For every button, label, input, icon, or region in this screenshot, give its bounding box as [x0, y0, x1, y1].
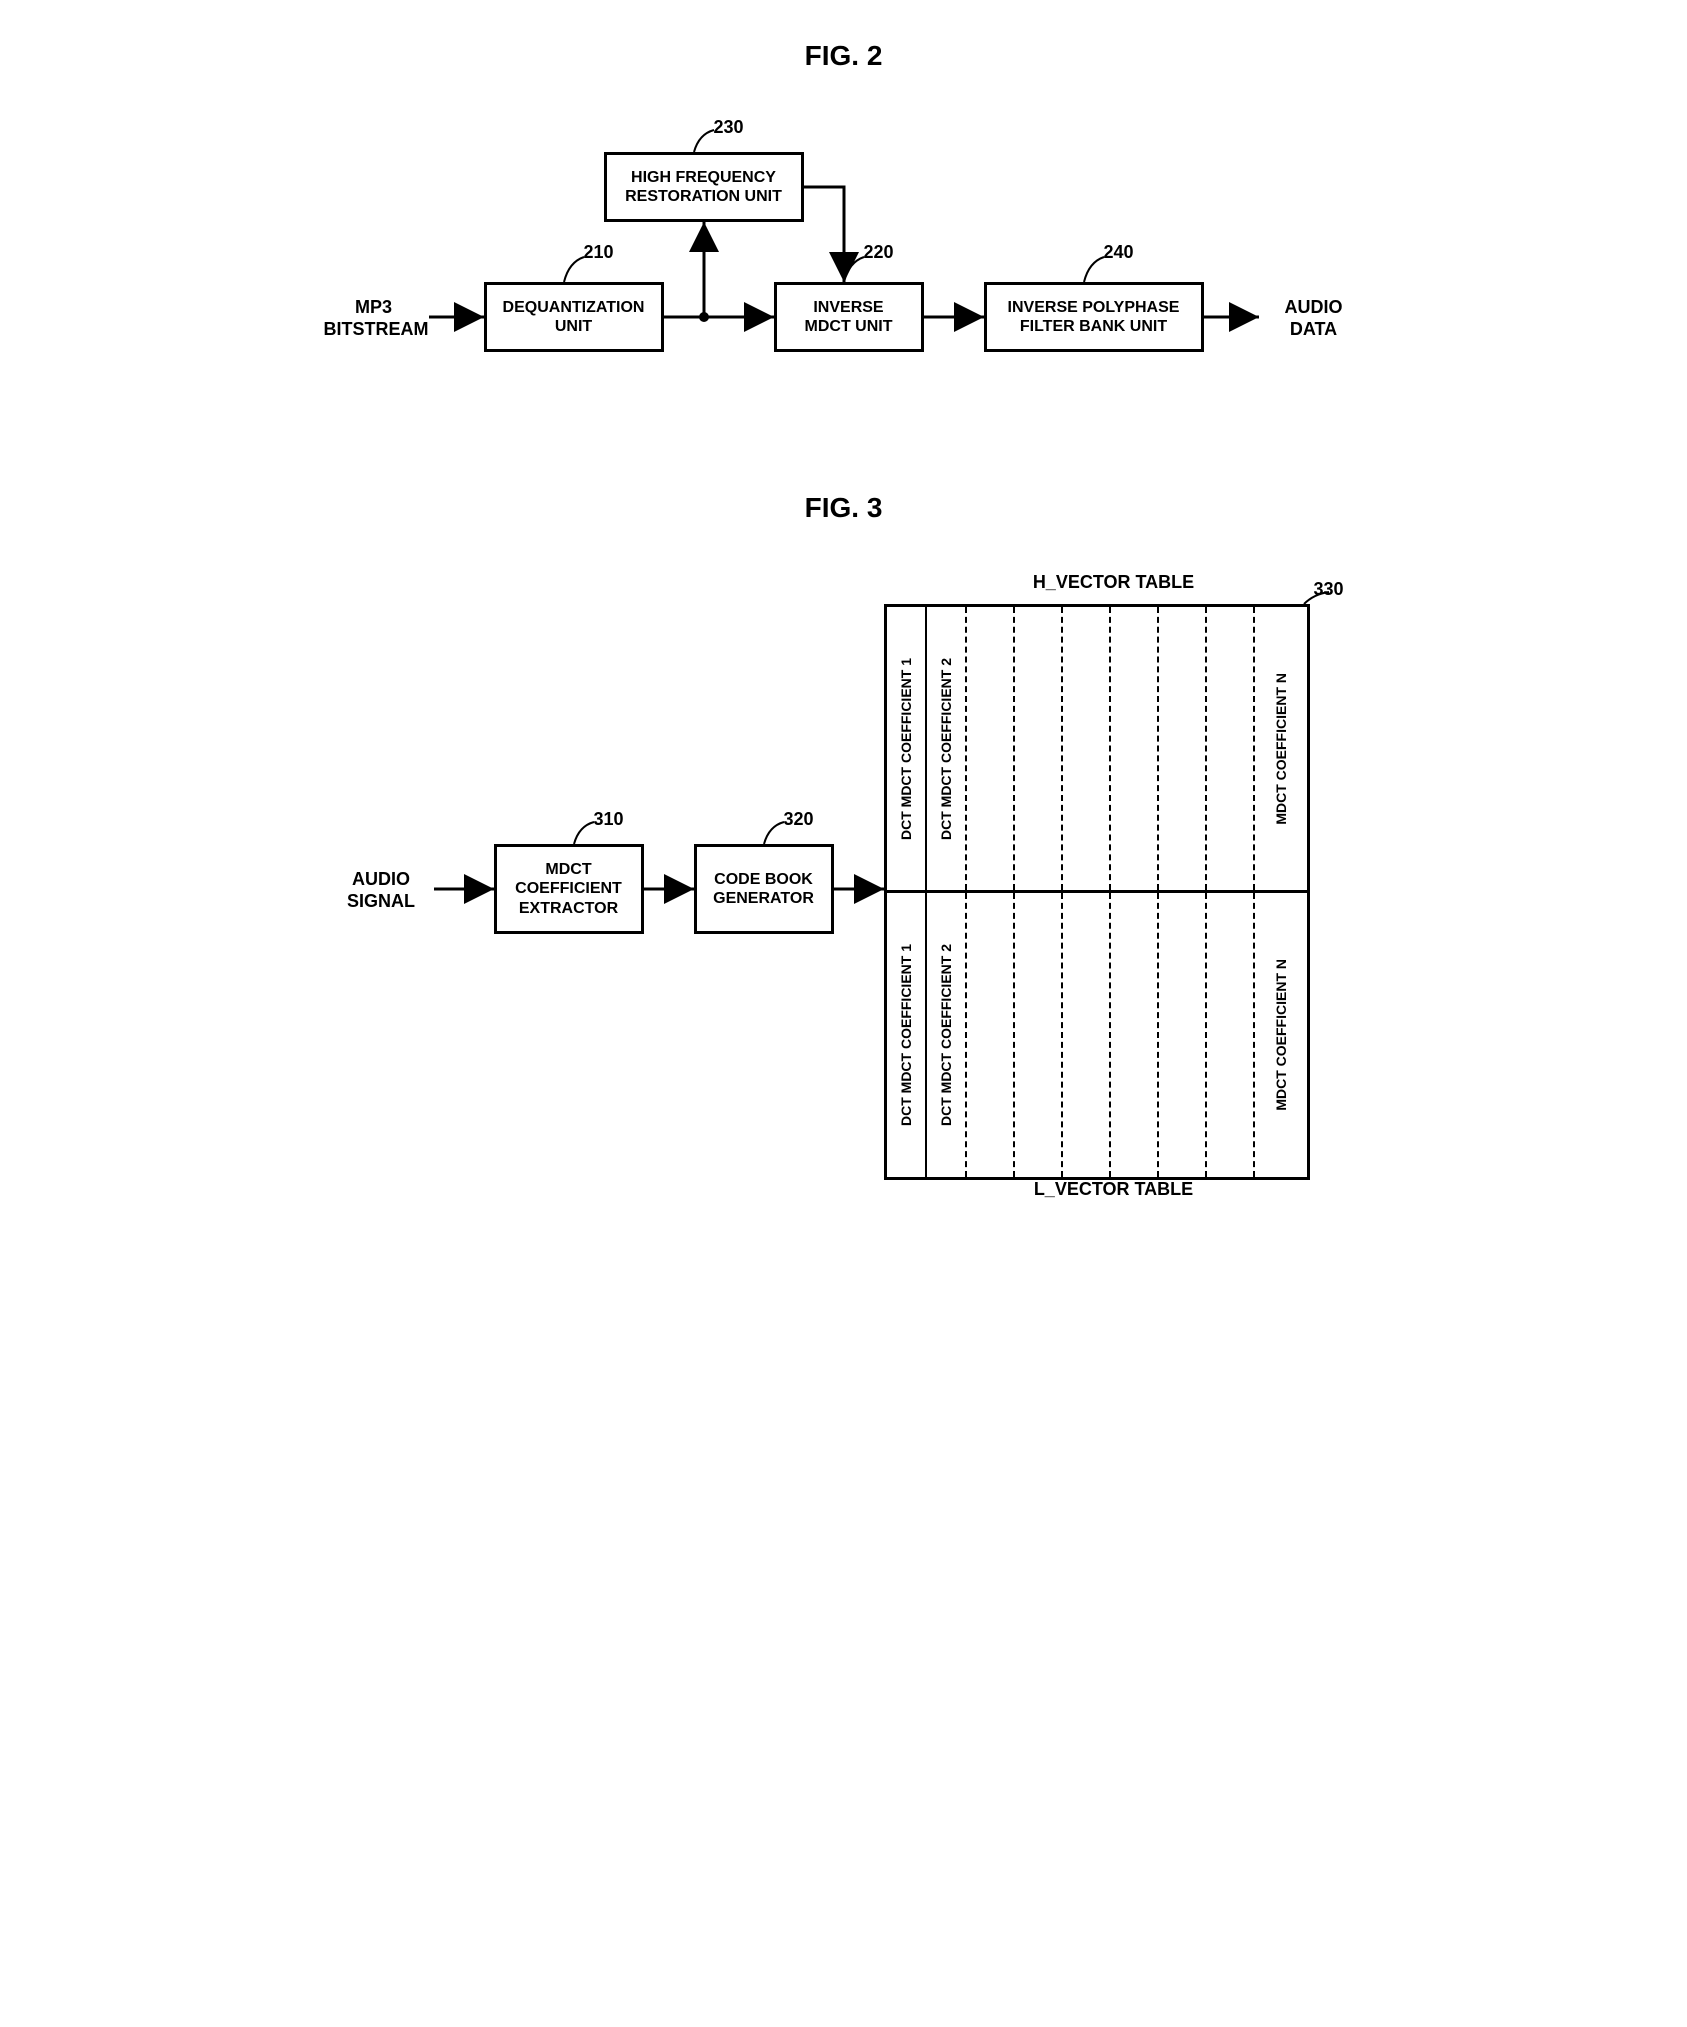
fig3-codebook-box: CODE BOOKGENERATOR	[694, 844, 834, 934]
fig3-extractor-ref: 310	[594, 809, 624, 830]
fig3-extractor-box: MDCTCOEFFICIENTEXTRACTOR	[494, 844, 644, 934]
fig2-input-label: MP3BITSTREAM	[324, 297, 424, 340]
fig3-table-top-label: H_VECTOR TABLE	[964, 572, 1264, 594]
fig2-hfrest-ref: 230	[714, 117, 744, 138]
fig3-table-ref: 330	[1314, 579, 1344, 600]
fig2-invpoly-box: INVERSE POLYPHASEFILTER BANK UNIT	[984, 282, 1204, 352]
fig3-table-bottom-label: L_VECTOR TABLE	[964, 1179, 1264, 1201]
fig3-codebook-ref: 320	[784, 809, 814, 830]
h-col-2: DCT MDCT COEFFICIENT 2	[938, 658, 954, 840]
fig2-arrows	[314, 112, 1374, 412]
fig3-diagram: AUDIOSIGNAL MDCTCOEFFICIENTEXTRACTOR 310…	[314, 564, 1374, 1204]
fig3-lvector-half: DCT MDCT COEFFICIENT 1 DCT MDCT COEFFICI…	[887, 893, 1307, 1177]
l-col-n: MDCT COEFFICIENT N	[1273, 959, 1289, 1111]
fig2-diagram: MP3BITSTREAM AUDIODATA DEQUANTIZATIONUNI…	[314, 112, 1374, 412]
fig3-title: FIG. 3	[40, 492, 1647, 524]
l-col-1: DCT MDCT COEFFICIENT 1	[898, 944, 914, 1126]
fig2-output-label: AUDIODATA	[1264, 297, 1364, 340]
fig3-input-label: AUDIOSIGNAL	[334, 869, 429, 912]
h-col-1: DCT MDCT COEFFICIENT 1	[898, 658, 914, 840]
fig2-invmdct-box: INVERSEMDCT UNIT	[774, 282, 924, 352]
fig2-dequant-box: DEQUANTIZATIONUNIT	[484, 282, 664, 352]
fig3-hvector-half: DCT MDCT COEFFICIENT 1 DCT MDCT COEFFICI…	[887, 607, 1307, 890]
fig3-vector-table: DCT MDCT COEFFICIENT 1 DCT MDCT COEFFICI…	[884, 604, 1310, 1180]
l-col-2: DCT MDCT COEFFICIENT 2	[938, 944, 954, 1126]
fig2-title: FIG. 2	[40, 40, 1647, 72]
fig2-invmdct-ref: 220	[864, 242, 894, 263]
fig2-hfrest-box: HIGH FREQUENCYRESTORATION UNIT	[604, 152, 804, 222]
fig2-dequant-ref: 210	[584, 242, 614, 263]
fig2-invpoly-ref: 240	[1104, 242, 1134, 263]
h-col-n: MDCT COEFFICIENT N	[1273, 673, 1289, 825]
